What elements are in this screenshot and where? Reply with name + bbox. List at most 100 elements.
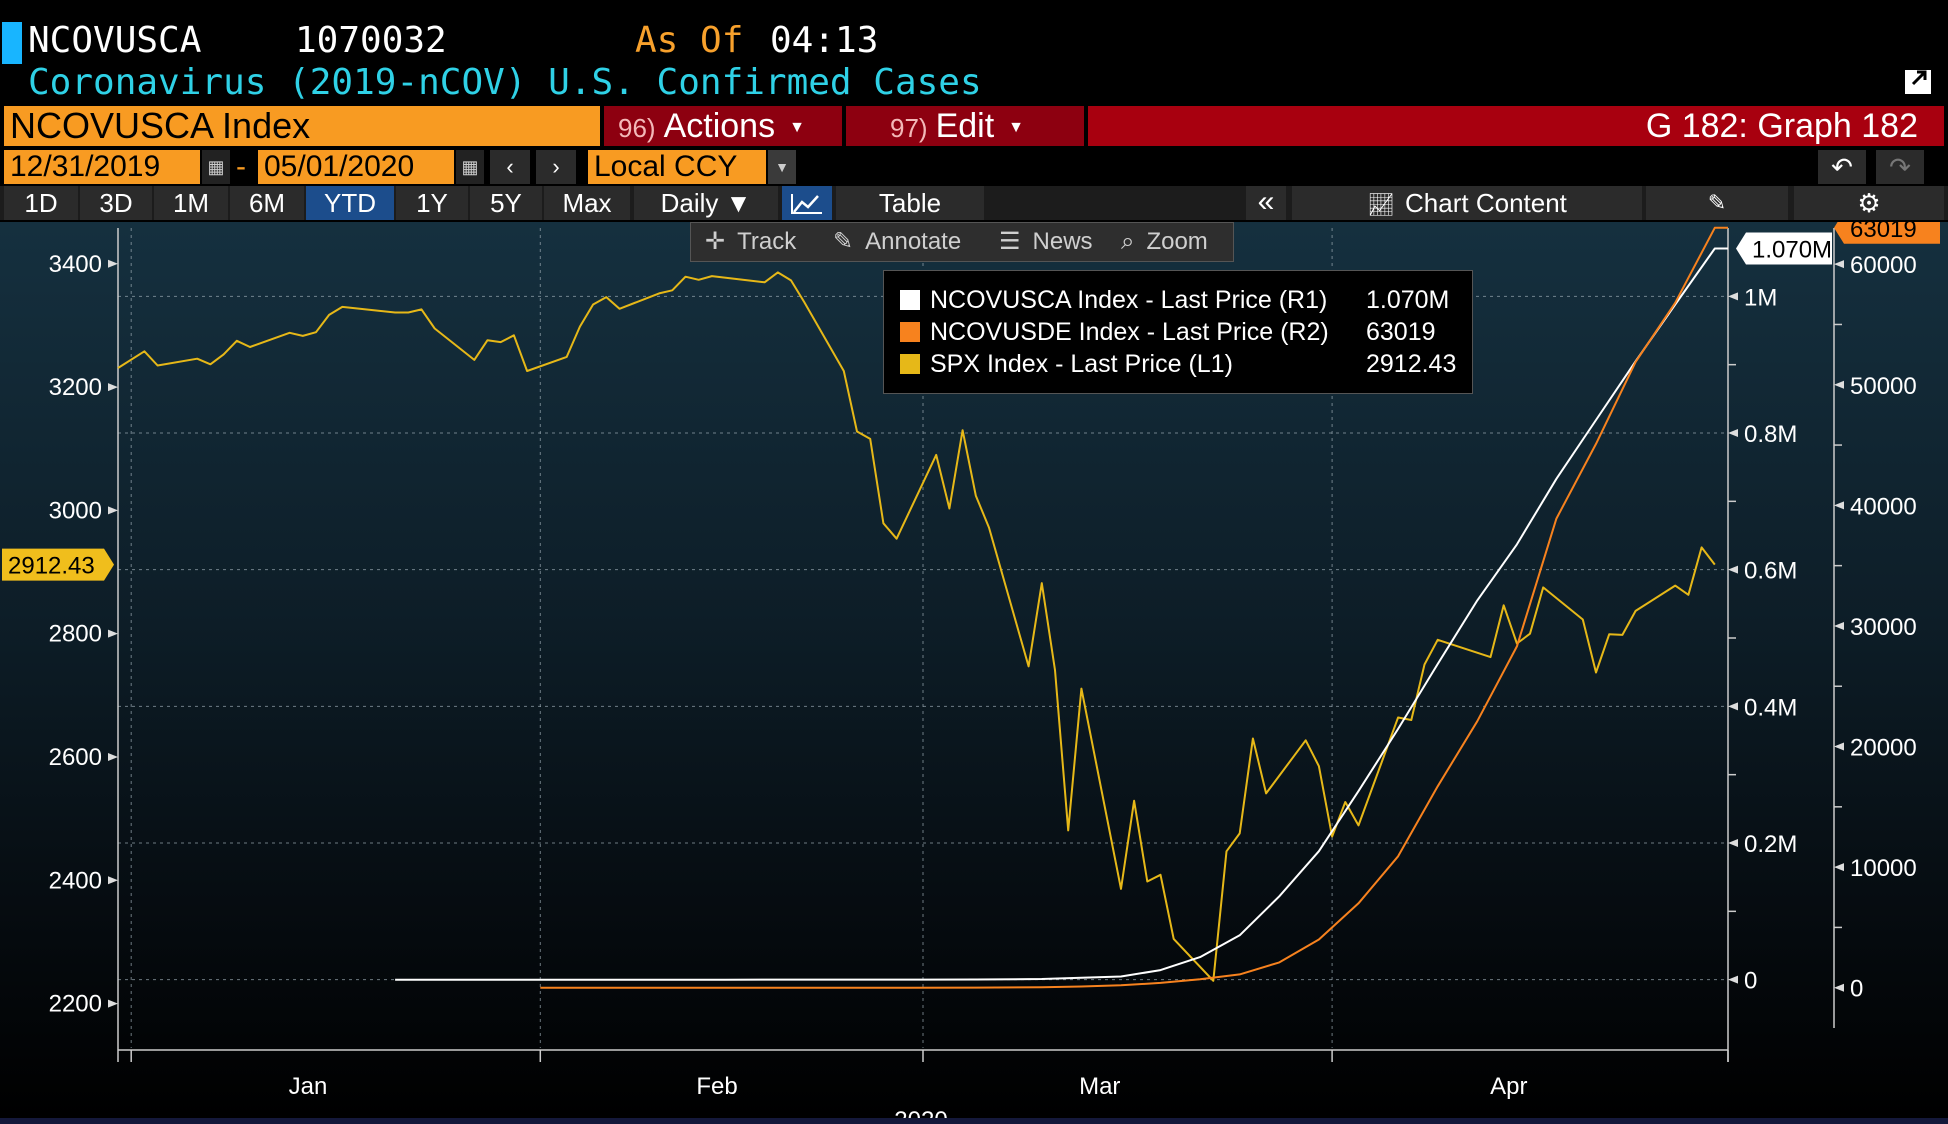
gear-icon[interactable]: ⚙: [1794, 186, 1944, 220]
us-cases-last-value-label: 1.070M: [1752, 236, 1832, 263]
legend-swatch: [900, 322, 920, 342]
collapse-icon[interactable]: «: [1246, 186, 1286, 220]
export-icon[interactable]: [1903, 64, 1935, 96]
range-1m[interactable]: 1M: [154, 186, 228, 220]
pencil-icon[interactable]: ✎: [1646, 186, 1788, 220]
pencil-icon: ✎: [833, 228, 854, 255]
chevron-down-icon[interactable]: ▼: [768, 150, 796, 184]
right1-tick-label: 0: [1744, 968, 1757, 995]
left-tick-label: 2800: [49, 621, 102, 648]
legend-swatch: [900, 290, 920, 310]
us-deaths-last-value-label: 63019: [1850, 222, 1917, 243]
x-month-label: Feb: [696, 1073, 737, 1100]
annotate-label: Annotate: [865, 228, 962, 255]
range-1y[interactable]: 1Y: [396, 186, 468, 220]
actions-shortcut: 96): [618, 113, 656, 143]
table-view-button[interactable]: Table: [836, 186, 984, 220]
graph-title: G 182: Graph 182: [1088, 106, 1944, 146]
bottom-strip: [0, 1118, 1948, 1124]
date-range-dash: -: [236, 150, 246, 183]
start-date-input[interactable]: 12/31/2019: [4, 150, 200, 184]
edit-menu-button[interactable]: 97) Edit ▼: [846, 106, 1084, 146]
legend-series-value: 1.070M: [1366, 286, 1450, 314]
annotate-tool[interactable]: ✎ Annotate: [833, 223, 961, 261]
series-line-ncovusca-index: [395, 247, 1728, 981]
legend-series-name: SPX Index - Last Price (L1): [930, 350, 1233, 378]
currency-select[interactable]: Local CCY: [588, 150, 766, 184]
chevron-right-icon[interactable]: ›: [536, 150, 576, 184]
series-line-ncovusde-index: [540, 226, 1728, 989]
security-input[interactable]: NCOVUSCA Index: [4, 106, 600, 146]
legend-series-value: 2912.43: [1366, 350, 1457, 378]
edit-shortcut: 97): [890, 113, 928, 143]
us-cases-last-value-tag: [1736, 232, 1832, 265]
range-5y[interactable]: 5Y: [470, 186, 542, 220]
left-tick: [108, 506, 118, 515]
calendar-icon[interactable]: ▦: [202, 150, 230, 184]
right1-tick: [1728, 292, 1738, 301]
security-description: Coronavirus (2019-nCOV) U.S. Confirmed C…: [28, 62, 982, 103]
right1-tick: [1728, 565, 1738, 574]
chart-content-button[interactable]: 📈︎ Chart Content: [1292, 186, 1642, 220]
range-3d[interactable]: 3D: [80, 186, 152, 220]
ticker-symbol: NCOVUSCA: [28, 20, 202, 61]
line-chart-icon[interactable]: [782, 186, 832, 220]
x-month-label: Mar: [1079, 1073, 1120, 1100]
zoom-tool[interactable]: ⌕ Zoom: [1121, 223, 1208, 261]
right2-tick-label: 20000: [1850, 735, 1917, 762]
spx-last-value-label: 2912.43: [8, 553, 95, 580]
chevron-left-icon[interactable]: ‹: [490, 150, 530, 184]
x-month-label: Apr: [1490, 1073, 1527, 1100]
right2-tick: [1834, 983, 1844, 992]
track-tool[interactable]: ✛ Track: [705, 223, 796, 261]
left-tick: [108, 999, 118, 1008]
left-tick: [108, 259, 118, 268]
right2-tick: [1834, 863, 1844, 872]
chevron-down-icon: ▼: [1008, 119, 1025, 137]
range-1d[interactable]: 1D: [4, 186, 78, 220]
legend-series-value: 63019: [1366, 318, 1436, 346]
right2-tick-label: 40000: [1850, 493, 1917, 520]
undo-icon[interactable]: ↶: [1818, 150, 1866, 184]
left-tick-label: 3400: [49, 251, 102, 278]
redo-icon[interactable]: ↷: [1876, 150, 1924, 184]
chart-tools-toolbar: ✛ Track ✎ Annotate ☰ News ⌕ Zoom: [690, 222, 1234, 262]
left-tick-label: 3000: [49, 497, 102, 524]
legend-series-name: NCOVUSDE Index - Last Price (R2): [930, 318, 1329, 346]
left-tick: [108, 752, 118, 761]
actions-menu-button[interactable]: 96) Actions ▼: [604, 106, 842, 146]
crosshair-icon: ✛: [705, 228, 726, 255]
left-tick: [108, 383, 118, 392]
security-header: NCOVUSCA 1070032 As Of 04:13: [0, 14, 1948, 64]
range-max[interactable]: Max: [544, 186, 630, 220]
end-date-input[interactable]: 05/01/2020: [258, 150, 454, 184]
news-tool[interactable]: ☰ News: [999, 223, 1093, 261]
track-label: Track: [737, 228, 797, 255]
actions-label: Actions: [663, 107, 776, 145]
range-ytd[interactable]: YTD: [306, 186, 394, 220]
right1-tick: [1728, 702, 1738, 711]
right1-tick-label: 1M: [1744, 284, 1777, 311]
chart-content-label: Chart Content: [1405, 188, 1567, 218]
left-tick-label: 2400: [49, 867, 102, 894]
left-tick-label: 3200: [49, 374, 102, 401]
right1-tick-label: 0.6M: [1744, 558, 1797, 585]
command-cursor: [2, 22, 22, 64]
chevron-down-icon: ▼: [789, 119, 805, 137]
right2-tick: [1834, 260, 1844, 269]
right1-tick: [1728, 839, 1738, 847]
as-of-label: As Of: [635, 20, 744, 61]
price-chart[interactable]: 2200 2400 2600 2800 3000 3200 3400 0 0.2M 0.4M 0.6…: [0, 211, 1948, 1124]
right2-tick-label: 60000: [1850, 252, 1917, 279]
right2-tick: [1834, 380, 1844, 389]
legend-series-name: NCOVUSCA Index - Last Price (R1): [930, 286, 1328, 314]
right2-tick-label: 0: [1850, 976, 1863, 1003]
chart-legend: NCOVUSCA Index - Last Price (R1) 1.070M …: [883, 270, 1473, 394]
right1-tick: [1728, 975, 1738, 984]
right2-tick: [1834, 621, 1844, 630]
right1-tick-label: 0.8M: [1744, 421, 1797, 448]
calendar-icon[interactable]: ▦: [456, 150, 484, 184]
frequency-select[interactable]: Daily ▼: [634, 186, 778, 220]
x-year-label: 2020: [894, 1107, 947, 1118]
range-6m[interactable]: 6M: [230, 186, 304, 220]
